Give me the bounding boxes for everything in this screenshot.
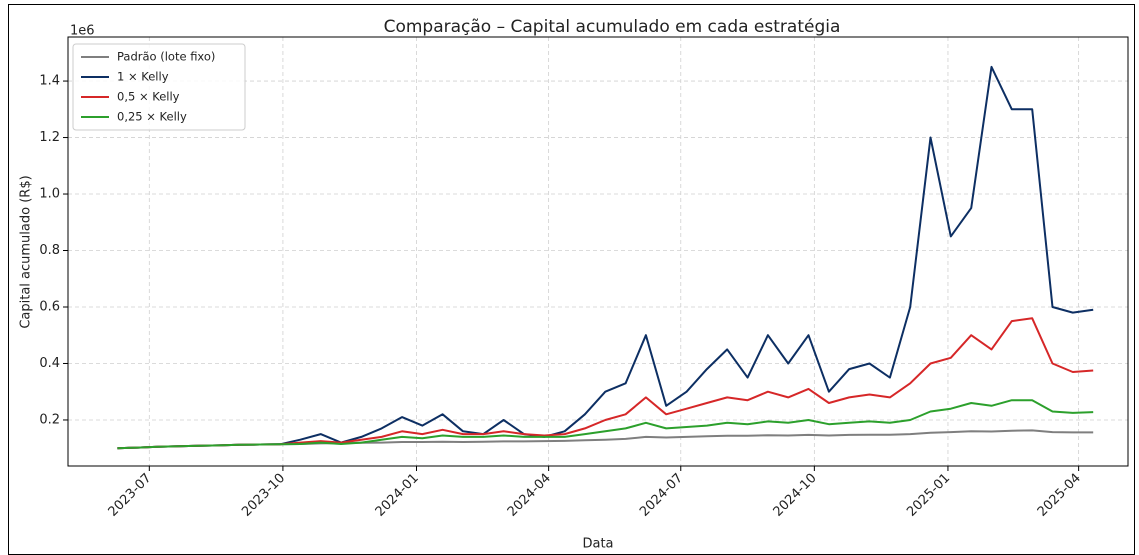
y-tick-label: 1.0	[39, 187, 60, 202]
x-tick-label: 2024-07	[637, 471, 686, 520]
x-tick-label: 2024-01	[373, 471, 422, 520]
series-line	[117, 429, 1094, 450]
y-tick-label: 0.8	[39, 243, 60, 258]
x-axis-label: Data	[582, 537, 613, 552]
y-tick-label: 0.6	[39, 299, 60, 314]
legend-label: 1 × Kelly	[117, 70, 169, 84]
legend-box	[72, 43, 246, 131]
y-tick-label: 1.4	[39, 74, 60, 89]
x-tick-label: 2024-04	[505, 471, 554, 520]
legend-label: 0,5 × Kelly	[117, 90, 180, 104]
legend: Padrão (lote fixo) 1 × Kelly 0,5 × Kelly 0,…	[72, 43, 246, 131]
series-line	[117, 65, 1094, 450]
x-tick-label: 2024-10	[771, 471, 820, 520]
y-tick-label: 0.4	[39, 356, 60, 371]
x-tick-label: 2025-04	[1035, 471, 1084, 520]
series-line	[117, 399, 1094, 450]
plot-area	[67, 36, 1129, 467]
y-tick-label: 1.2	[39, 130, 60, 145]
legend-label: Padrão (lote fixo)	[117, 50, 215, 64]
y-offset-label: 1e6	[70, 24, 95, 39]
chart-title: Comparação – Capital acumulado em cada e…	[384, 17, 841, 37]
legend-label: 0,25 × Kelly	[117, 110, 187, 124]
series-line	[117, 317, 1094, 450]
x-tick-label: 2025-01	[904, 471, 953, 520]
y-tick-label: 0.2	[39, 412, 60, 427]
x-tick-label: 2023-10	[239, 471, 288, 520]
y-axis-label: Capital acumulado (R$)	[19, 175, 34, 328]
x-tick-label: 2023-07	[106, 471, 155, 520]
